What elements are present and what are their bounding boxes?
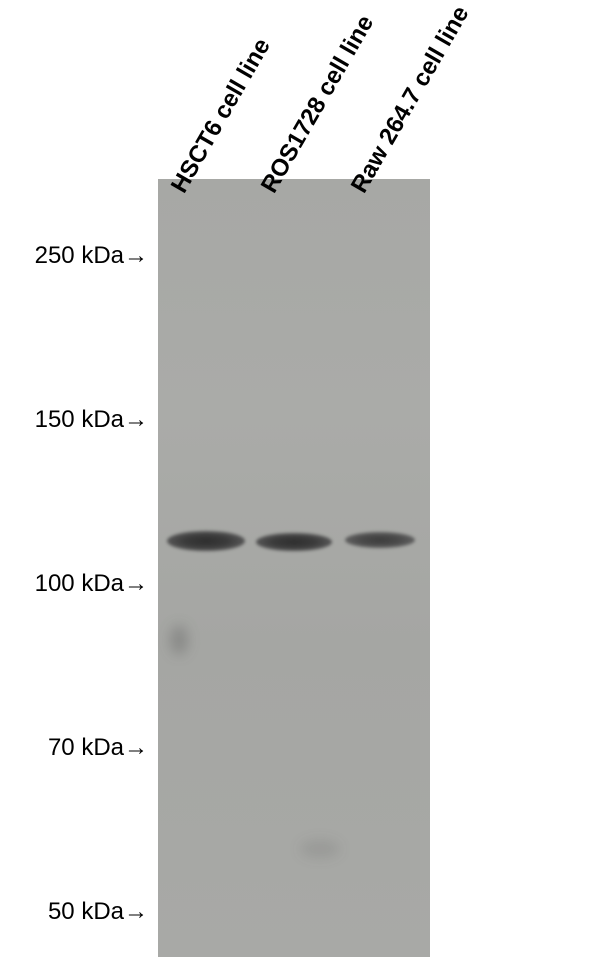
arrow-icon: → (124, 570, 148, 598)
mw-marker-70: 70 kDa→ (10, 734, 148, 762)
membrane-smudge (300, 840, 340, 858)
arrow-icon: → (124, 406, 148, 434)
mw-marker-250: 250 kDa→ (10, 242, 148, 270)
band-lane2 (256, 533, 332, 551)
membrane-smudge (170, 625, 188, 655)
mw-marker-100: 100 kDa→ (10, 570, 148, 598)
band-lane1 (167, 531, 245, 551)
mw-marker-50: 50 kDa→ (10, 898, 148, 926)
mw-label-text: 70 kDa (48, 734, 124, 761)
lane-label-1: HSCT6 cell line (166, 34, 277, 198)
watermark-text: WWW.PTGLAB.COM (55, 235, 117, 791)
mw-label-text: 100 kDa (35, 570, 124, 597)
arrow-icon: → (124, 734, 148, 762)
arrow-icon: → (124, 242, 148, 270)
mw-label-text: 250 kDa (35, 242, 124, 269)
figure-container: WWW.PTGLAB.COM HSCT6 cell line ROS1728 c… (0, 0, 597, 967)
mw-marker-150: 150 kDa→ (10, 406, 148, 434)
mw-label-text: 50 kDa (48, 898, 124, 925)
band-lane3 (345, 532, 415, 548)
arrow-icon: → (124, 898, 148, 926)
blot-membrane (158, 179, 430, 957)
mw-label-text: 150 kDa (35, 406, 124, 433)
